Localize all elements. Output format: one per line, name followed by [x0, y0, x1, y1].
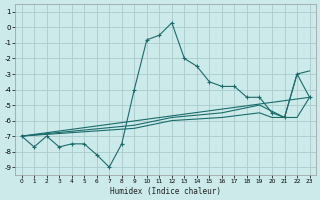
- X-axis label: Humidex (Indice chaleur): Humidex (Indice chaleur): [110, 187, 221, 196]
